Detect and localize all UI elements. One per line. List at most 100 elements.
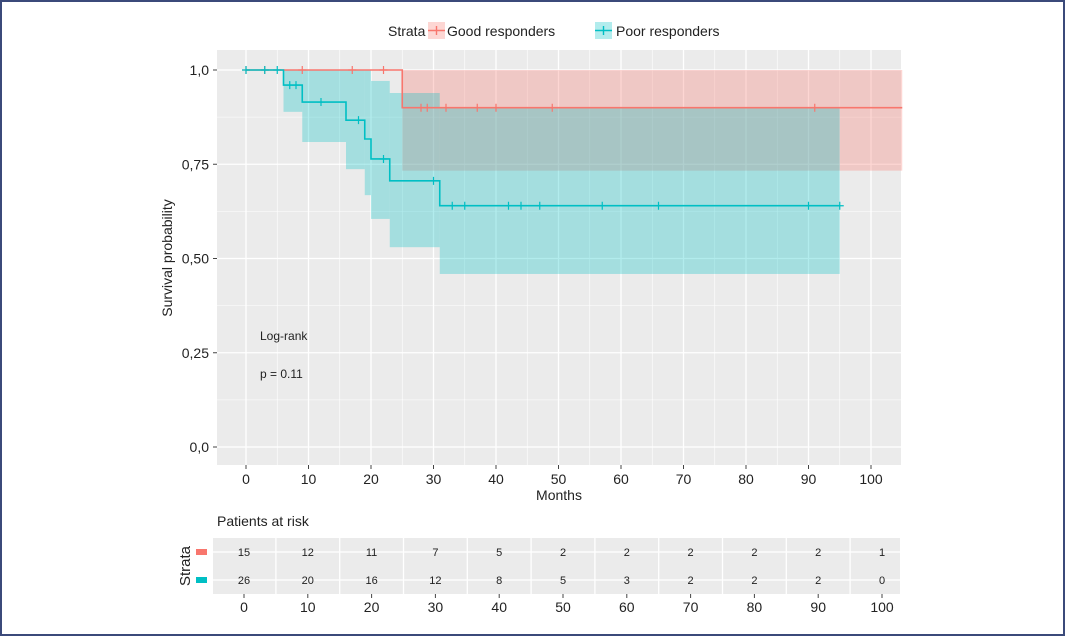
censor-mark — [460, 201, 469, 210]
risk-x-tick-label: 90 — [810, 599, 826, 615]
x-axis-ticks: 0 10 20 30 40 50 60 70 80 90 100 — [242, 465, 883, 487]
censor-mark — [429, 176, 438, 185]
censor-mark — [804, 201, 813, 210]
risk-cell: 5 — [560, 575, 566, 587]
y-tick-label: 0,50 — [182, 251, 209, 267]
x-tick-label: 90 — [801, 471, 817, 487]
censor-mark — [473, 103, 482, 112]
risk-table-x-ticks: 0 10 20 30 40 50 60 70 80 90 100 — [240, 594, 894, 615]
risk-x-tick-label: 30 — [428, 599, 444, 615]
risk-x-tick-label: 40 — [491, 599, 507, 615]
legend-key-line — [428, 26, 445, 35]
risk-cell: 2 — [688, 575, 694, 587]
censor-mark — [442, 103, 450, 112]
x-tick-label: 50 — [551, 471, 567, 487]
ci-band-segment — [302, 70, 346, 143]
risk-cell: 20 — [302, 575, 314, 587]
risk-cell: 2 — [815, 575, 821, 587]
legend-label-poor: Poor responders — [616, 23, 720, 39]
censor-mark — [598, 201, 607, 210]
risk-table-title: Patients at risk — [217, 513, 310, 529]
ci-band-segment — [402, 70, 903, 171]
risk-cell: 5 — [496, 547, 502, 559]
censor-mark — [292, 81, 300, 90]
censor-mark — [273, 66, 282, 74]
risk-cell: 26 — [238, 575, 250, 587]
risk-table-panel — [213, 538, 900, 594]
x-tick-label: 70 — [676, 471, 692, 487]
x-tick-label: 100 — [859, 471, 883, 487]
risk-x-tick-label: 70 — [683, 599, 699, 615]
y-tick-label: 0,75 — [182, 156, 209, 172]
x-tick-label: 80 — [738, 471, 754, 487]
x-axis-label: Months — [536, 487, 582, 503]
risk-cell: 2 — [751, 547, 757, 559]
censor-mark — [298, 66, 307, 74]
risk-cell: 16 — [365, 575, 377, 587]
censor-mark — [242, 66, 250, 74]
y-tick-label: 0,0 — [190, 439, 210, 455]
x-tick-label: 30 — [426, 471, 442, 487]
survival-curves — [242, 66, 903, 210]
risk-x-tick-label: 60 — [619, 599, 635, 615]
risk-row-color-key — [196, 577, 207, 583]
legend-label-good: Good responders — [447, 23, 555, 39]
risk-cell: 12 — [429, 575, 441, 587]
y-tick-label: 1,0 — [190, 62, 210, 78]
risk-table-cells: 15 12 11 7 5 2 2 2 2 2 126 20 16 12 8 5 3 2 2 2 0 — [196, 547, 885, 587]
legend-key-line — [595, 26, 612, 35]
ci-band-segment — [439, 107, 840, 274]
x-tick-label: 10 — [301, 471, 317, 487]
risk-cell: 2 — [560, 547, 566, 559]
x-tick-label: 0 — [242, 471, 250, 487]
censor-mark — [835, 201, 844, 210]
censor-mark — [260, 66, 269, 74]
gridlines — [217, 50, 901, 465]
x-tick-label: 40 — [488, 471, 504, 487]
risk-table-grid — [213, 538, 900, 594]
risk-cell: 3 — [624, 575, 630, 587]
risk-cell: 2 — [751, 575, 757, 587]
annotation-pvalue: p = 0.11 — [260, 367, 303, 381]
legend-title: Strata — [388, 23, 426, 39]
risk-cell: 11 — [366, 547, 377, 559]
x-tick-label: 20 — [363, 471, 379, 487]
risk-cell: 2 — [815, 547, 821, 559]
risk-x-tick-label: 100 — [870, 599, 894, 615]
censor-mark — [654, 201, 663, 210]
risk-cell: 7 — [432, 547, 438, 559]
censor-mark — [348, 66, 357, 74]
risk-x-tick-label: 0 — [240, 599, 248, 615]
censor-mark — [535, 201, 544, 210]
risk-cell: 2 — [688, 547, 694, 559]
censor-mark — [810, 103, 819, 112]
censor-mark — [423, 103, 432, 112]
ci-band-segment — [371, 80, 390, 219]
survival-curve-good — [246, 69, 903, 109]
risk-x-tick-label: 20 — [364, 599, 380, 615]
censor-mark — [379, 154, 388, 163]
ci-band-segment — [364, 70, 371, 196]
censor-mark — [354, 116, 363, 125]
censor-mark — [448, 201, 457, 210]
censor-mark — [317, 98, 325, 107]
risk-cell: 2 — [624, 547, 630, 559]
risk-cell: 0 — [879, 575, 885, 587]
x-tick-label: 60 — [613, 471, 629, 487]
y-axis-ticks: 0,0 0,25 0,50 0,75 1,0 — [182, 62, 217, 455]
y-axis-label: Survival probability — [159, 199, 175, 317]
risk-x-tick-label: 80 — [747, 599, 763, 615]
ci-band-segment — [283, 70, 303, 112]
ci-band-segment — [389, 92, 440, 248]
legend: Strata Good responders Poor responders — [388, 22, 720, 39]
risk-table-y-label: Strata — [177, 545, 194, 586]
risk-cell: 15 — [238, 547, 250, 559]
risk-cell: 1 — [879, 547, 885, 559]
censor-mark — [379, 66, 388, 74]
censor-mark — [517, 201, 525, 210]
censor-mark — [492, 103, 500, 112]
risk-cell: 12 — [302, 547, 314, 559]
risk-row-color-key — [196, 549, 207, 555]
annotation-test: Log-rank — [260, 329, 308, 343]
